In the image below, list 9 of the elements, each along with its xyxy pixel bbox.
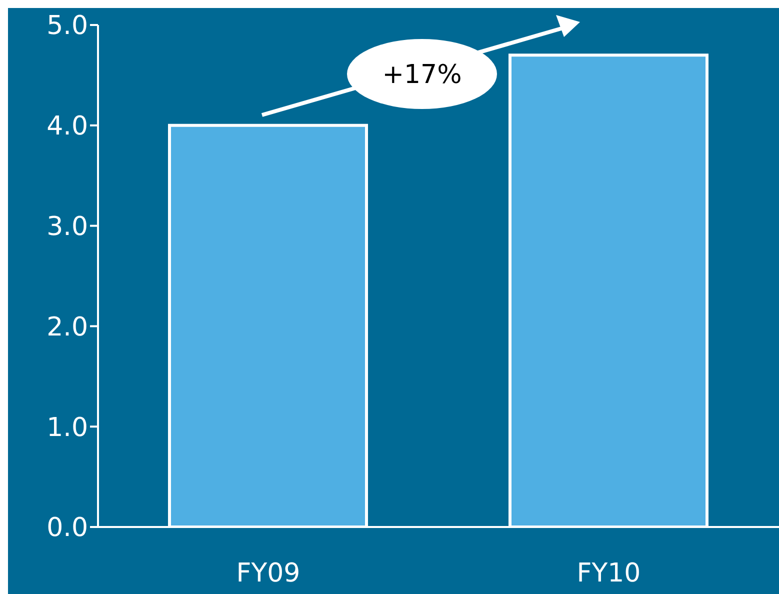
y-tick-label: 3.0 <box>46 212 88 242</box>
annotation: +17% <box>382 60 462 90</box>
y-tick-label: 4.0 <box>46 112 88 142</box>
y-tick-label: 1.0 <box>46 412 88 443</box>
y-tick-label: 0.0 <box>46 513 88 544</box>
y-tick-label: 2.0 <box>46 312 88 342</box>
y-tick-label: 5.0 <box>46 11 88 42</box>
x-tick-label: FY10 <box>576 558 641 588</box>
x-tick-label: FY09 <box>236 558 300 588</box>
